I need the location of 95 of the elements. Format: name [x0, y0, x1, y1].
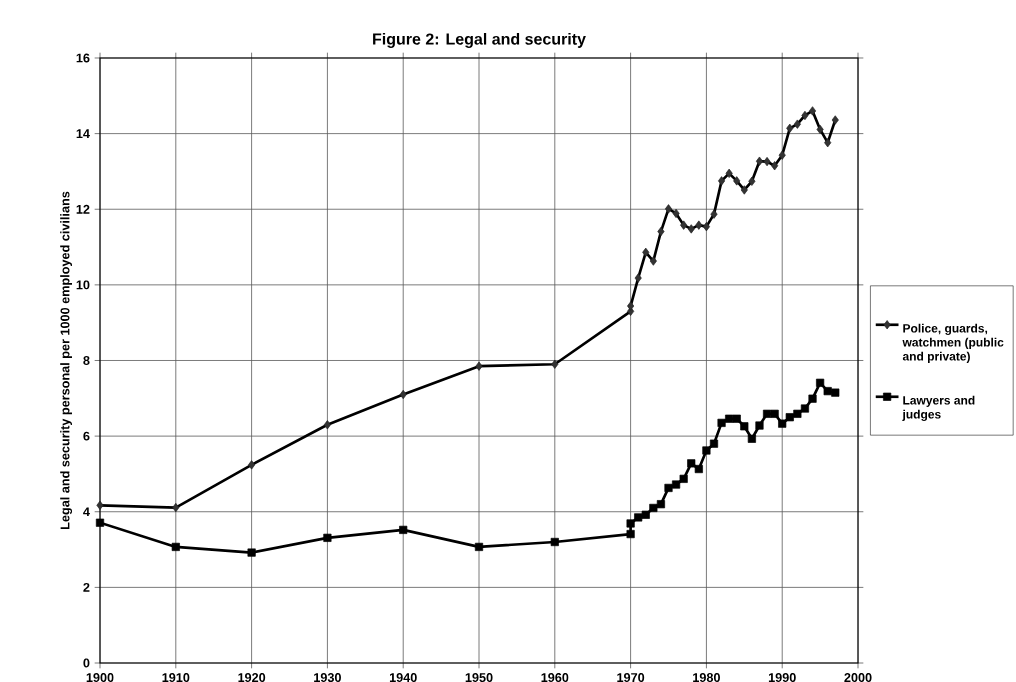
point: [641, 510, 650, 519]
x-tick-label: 1960: [541, 673, 569, 682]
y-tick-label: 2: [83, 582, 90, 592]
point: [247, 548, 256, 557]
point: [786, 123, 794, 133]
point: [657, 226, 665, 237]
point: [823, 387, 832, 396]
point: [679, 474, 688, 483]
point: [725, 168, 733, 178]
point: [474, 542, 484, 551]
point: [680, 220, 688, 230]
point: [755, 421, 764, 430]
point: [747, 434, 756, 443]
point: [172, 502, 180, 513]
point: [550, 537, 559, 547]
point: [95, 518, 105, 527]
point: [710, 209, 718, 219]
point: [762, 409, 772, 418]
point: [801, 110, 809, 121]
y-axis-title: Legal and security personal per 1000 employed civilians: [60, 191, 73, 529]
point: [702, 222, 710, 232]
x-tick-label: 1970: [617, 673, 645, 682]
chart-title: Figure 2: Legal and security: [373, 32, 586, 48]
x-tick-label: 2000: [844, 673, 872, 682]
y-tick-label: 4: [83, 507, 90, 517]
point: [626, 519, 635, 528]
y-tick-label: 8: [83, 356, 90, 365]
x-tick-label: 1980: [693, 673, 720, 682]
y-tick-label: 0: [83, 658, 90, 668]
point: [709, 439, 719, 448]
point: [664, 483, 673, 492]
point: [649, 503, 658, 513]
point: [626, 529, 635, 539]
point: [687, 224, 695, 234]
point: [740, 422, 749, 431]
y-tick-label: 6: [83, 431, 90, 441]
point: [718, 176, 726, 186]
point: [816, 124, 824, 135]
point: [763, 156, 771, 167]
x-tick-label: 1990: [768, 673, 796, 682]
point: [831, 115, 839, 125]
point: [672, 208, 680, 219]
point: [778, 150, 786, 160]
point: [627, 301, 635, 311]
point: [687, 459, 696, 468]
point: [740, 185, 748, 195]
point: [695, 220, 703, 230]
point: [771, 161, 779, 171]
x-tick-label: 1930: [314, 673, 341, 682]
y-tick-label: 10: [76, 280, 90, 290]
point: [732, 414, 741, 423]
point: [800, 404, 810, 413]
x-tick-label: 1910: [162, 673, 190, 682]
point: [642, 247, 650, 257]
y-tick-label: 12: [76, 204, 90, 214]
point: [672, 480, 681, 489]
point: [694, 464, 703, 474]
point: [634, 273, 642, 283]
point: [323, 533, 332, 542]
point: [171, 542, 180, 551]
x-tick-label: 1940: [389, 673, 417, 682]
point: [770, 409, 779, 418]
point: [649, 256, 657, 266]
point: [808, 394, 817, 403]
x-tick-label: 1900: [86, 673, 114, 682]
y-tick-label: 14: [76, 129, 90, 138]
point: [785, 413, 794, 422]
x-tick-label: 1950: [465, 673, 493, 682]
point: [717, 418, 726, 427]
y-tick-label: 16: [76, 53, 90, 63]
point: [664, 204, 673, 214]
point: [793, 119, 801, 129]
point: [551, 359, 559, 369]
point: [778, 419, 787, 428]
point: [634, 513, 643, 522]
point: [816, 378, 825, 387]
point: [808, 106, 817, 116]
point: [748, 176, 756, 186]
point: [824, 138, 832, 148]
point: [725, 414, 734, 423]
point: [831, 388, 840, 397]
point: [399, 389, 407, 400]
point: [755, 156, 764, 166]
point: [793, 409, 802, 418]
point: [733, 176, 741, 186]
legend-label: Lawyers and judges: [902, 395, 975, 422]
x-tick-label: 1920: [238, 673, 266, 682]
point: [702, 446, 711, 455]
point: [656, 500, 665, 509]
point: [248, 460, 256, 470]
point: [475, 361, 483, 371]
point: [96, 500, 104, 510]
point: [399, 525, 408, 534]
legend-label: Police, guards, watchmen (public and private): [902, 323, 1004, 363]
point: [323, 420, 331, 430]
